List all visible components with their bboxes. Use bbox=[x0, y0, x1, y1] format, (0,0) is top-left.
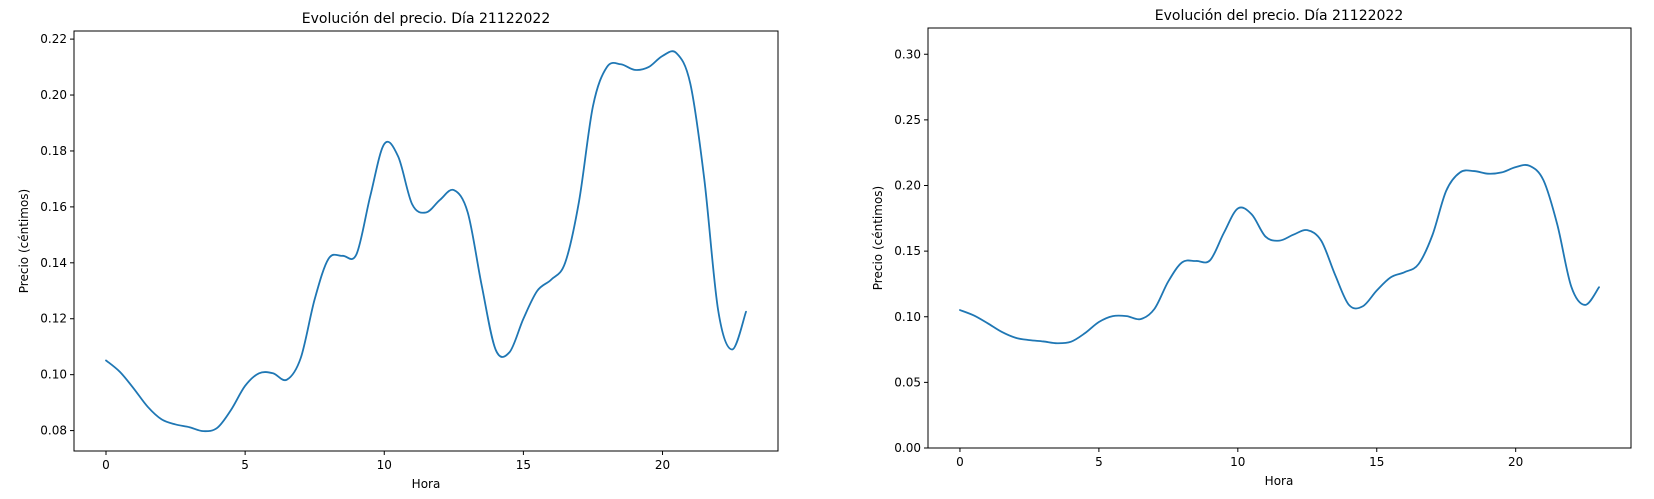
chart-left-ytick-label: 0.18 bbox=[40, 144, 67, 158]
chart-right-ytick-label: 0.30 bbox=[894, 47, 921, 61]
chart-right-ytick-label: 0.05 bbox=[894, 375, 921, 389]
chart-right-yticks: 0.00 0.05 0.10 0.15 0.20 0.25 0.30 bbox=[894, 47, 928, 455]
chart-left: Evolución del precio. Día 21122022 0.080… bbox=[17, 11, 779, 491]
chart-left-ytick-label: 0.10 bbox=[40, 368, 67, 382]
chart-left-yticks: 0.08 0.10 0.12 0.14 0.16 0.18 0.20 0.22 bbox=[40, 32, 74, 438]
chart-left-title: Evolución del precio. Día 21122022 bbox=[302, 11, 551, 27]
chart-left-plot-area bbox=[73, 30, 779, 452]
chart-left-xlabel: Hora bbox=[412, 477, 441, 491]
chart-right-ytick-label: 0.20 bbox=[894, 179, 921, 193]
chart-right-xtick-label: 15 bbox=[1369, 455, 1384, 469]
chart-left-xticks: 0 5 10 15 20 bbox=[102, 451, 670, 472]
chart-right-plot-area bbox=[927, 27, 1632, 449]
chart-right-xticks: 0 5 10 15 20 bbox=[956, 448, 1523, 469]
chart-right-ylabel: Precio (céntimos) bbox=[871, 186, 885, 290]
chart-right-ytick-label: 0.15 bbox=[894, 244, 921, 258]
chart-left-xtick-label: 15 bbox=[516, 458, 531, 472]
chart-left-xtick-label: 5 bbox=[241, 458, 249, 472]
chart-right-xtick-label: 0 bbox=[956, 455, 964, 469]
chart-left-ytick-label: 0.22 bbox=[40, 32, 67, 46]
chart-left-xtick-label: 10 bbox=[377, 458, 392, 472]
chart-right-ytick-label: 0.25 bbox=[894, 113, 921, 127]
chart-left-ytick-label: 0.14 bbox=[40, 256, 67, 270]
chart-right-series-line bbox=[959, 164, 1600, 345]
chart-right-title: Evolución del precio. Día 21122022 bbox=[1155, 8, 1404, 24]
chart-left-series-line bbox=[105, 50, 747, 433]
chart-left-xtick-label: 20 bbox=[655, 458, 670, 472]
chart-left-ytick-label: 0.08 bbox=[40, 424, 67, 438]
chart-left-ylabel: Precio (céntimos) bbox=[17, 189, 31, 293]
chart-right-xtick-label: 5 bbox=[1095, 455, 1103, 469]
chart-right: Evolución del precio. Día 21122022 0.000… bbox=[871, 8, 1632, 488]
chart-right-ytick-label: 0.10 bbox=[894, 310, 921, 324]
chart-left-ytick-label: 0.16 bbox=[40, 200, 67, 214]
chart-right-xtick-label: 10 bbox=[1230, 455, 1245, 469]
chart-left-ytick-label: 0.20 bbox=[40, 88, 67, 102]
chart-left-ytick-label: 0.12 bbox=[40, 312, 67, 326]
chart-right-xtick-label: 20 bbox=[1508, 455, 1523, 469]
chart-left-xtick-label: 0 bbox=[102, 458, 110, 472]
chart-right-ytick-label: 0.00 bbox=[894, 441, 921, 455]
chart-right-xlabel: Hora bbox=[1265, 474, 1294, 488]
